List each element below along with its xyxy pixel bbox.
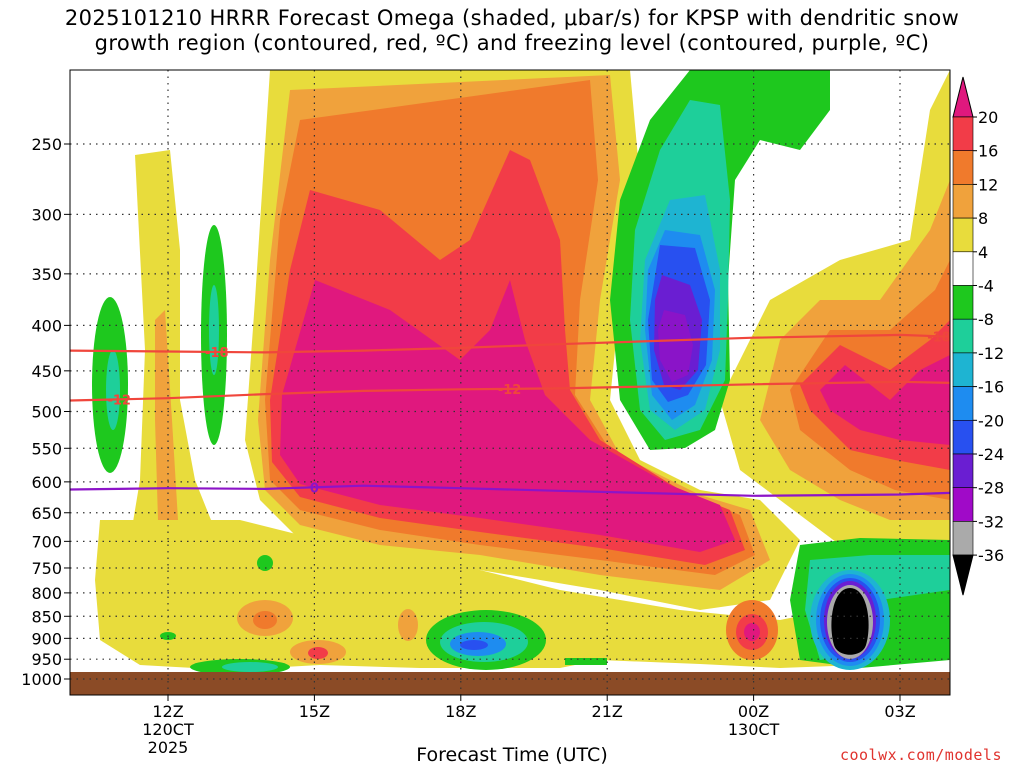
omega-neg-02z-36	[831, 588, 869, 655]
y-tick-label: 450	[31, 362, 62, 381]
y-tick-label: 850	[31, 607, 62, 626]
y-tick-label: 250	[31, 135, 62, 154]
omega-left-plume	[120, 150, 230, 640]
colorbar-tick-label: -20	[978, 411, 1004, 430]
colorbar-tick-label: -16	[978, 378, 1004, 397]
omega-right-plume-20	[820, 355, 950, 445]
omega-neg-small-4	[222, 662, 278, 672]
omega-neg-18z-p	[460, 640, 488, 650]
colorbar-tick-label: 20	[978, 108, 998, 127]
title-line-1: 2025101210 HRRR Forecast Omega (shaded, …	[64, 6, 960, 30]
omega-neg-28-core	[658, 310, 693, 382]
x-tick-label: 12Z	[152, 702, 183, 721]
colorbar-segment	[952, 487, 974, 522]
contour-line	[70, 333, 950, 354]
contour-label: -18	[927, 330, 951, 345]
colorbar-tick-label: -28	[978, 479, 1004, 498]
colorbar-bottom-arrow	[952, 554, 974, 596]
colorbar: 20 16 12 8 4 -4 -8 -12 -16 -20 -24 -28 -32 -36	[952, 76, 1004, 596]
omega-blob-00z-m	[744, 623, 760, 641]
colorbar-segment	[952, 352, 974, 387]
contours: -18 -18 -12 -12 0	[70, 330, 951, 497]
colorbar-tick-label: 12	[978, 175, 998, 194]
colorbar-segment	[952, 116, 974, 152]
y-tick-label: 700	[31, 532, 62, 551]
plot-frame	[69, 69, 951, 696]
contour-label: -12	[107, 393, 131, 408]
colorbar-tick-label: -4	[978, 277, 994, 296]
y-tick-label: 950	[31, 650, 62, 669]
y-tick-label: 400	[31, 316, 62, 335]
x-tick-date: 130CT	[728, 720, 780, 739]
colorbar-tick-label: 8	[978, 209, 988, 228]
contour-line	[70, 380, 950, 402]
x-tick-label: 03Z	[884, 702, 915, 721]
y-tick-label: 550	[31, 439, 62, 458]
y-tick-label: 800	[31, 584, 62, 603]
y-tick-label: 1000	[21, 670, 62, 689]
colorbar-tick-label: 16	[978, 142, 998, 161]
x-tick-year: 2025	[148, 738, 189, 757]
colorbar-segment	[952, 386, 974, 421]
y-tick-label: 900	[31, 629, 62, 648]
omega-neg-left-c	[106, 350, 120, 430]
colorbar-segment	[952, 521, 974, 556]
colorbar-top-arrow	[952, 76, 974, 118]
colorbar-tick-label: -12	[978, 344, 1004, 363]
colorbar-tick-label: -24	[978, 445, 1004, 464]
y-tick-label: 750	[31, 559, 62, 578]
x-tick-label: 21Z	[592, 702, 623, 721]
omega-low-band	[95, 520, 860, 670]
y-tick-label: 600	[31, 473, 62, 492]
omega-neg-small-5	[565, 658, 607, 665]
colorbar-tick-label: -32	[978, 512, 1004, 531]
omega-neg-13z-c	[209, 285, 219, 375]
y-tick-label: 500	[31, 403, 62, 422]
x-tick-label: 18Z	[445, 702, 476, 721]
omega-neg-small-2	[257, 555, 273, 571]
x-tick-date: 120CT	[142, 720, 194, 739]
x-tick-label: 00Z	[738, 702, 769, 721]
contour-label: -18	[205, 346, 229, 361]
colorbar-segment	[952, 419, 974, 455]
contour-label: 0	[310, 481, 319, 496]
chart-title: 2025101210 HRRR Forecast Omega (shaded, …	[0, 6, 1024, 56]
colorbar-segment	[952, 217, 974, 253]
colorbar-segment	[952, 251, 974, 286]
terrain-below-ground	[70, 672, 950, 695]
omega-plume-20	[280, 280, 735, 552]
x-tick-label: 15Z	[299, 702, 330, 721]
colorbar-segment	[952, 453, 974, 489]
footer-credit: coolwx.com/models	[839, 746, 1002, 764]
colorbar-tick-label: -36	[978, 546, 1004, 565]
y-axis: 250 300 350 400 450 500 550 600 650 700 750 800 850 9…	[21, 135, 70, 689]
colorbar-tick-label: 4	[978, 243, 988, 262]
colorbar-segment	[952, 318, 974, 354]
x-axis-title: Forecast Time (UTC)	[416, 744, 608, 766]
omega-blob-15z-r	[253, 611, 277, 629]
y-tick-label: 350	[31, 265, 62, 284]
colorbar-segment	[952, 150, 974, 185]
title-line-2: growth region (contoured, red, ºC) and f…	[94, 31, 930, 55]
y-tick-label: 300	[31, 205, 62, 224]
colorbar-segment	[952, 184, 974, 219]
colorbar-tick-label: -8	[978, 310, 994, 329]
omega-shading	[70, 70, 950, 695]
y-tick-label: 650	[31, 504, 62, 523]
omega-blob-17z	[398, 609, 418, 641]
colorbar-segment	[952, 285, 974, 320]
omega-left-plume-8	[155, 310, 178, 560]
omega-blob-16z-r	[308, 647, 328, 659]
contour-line	[70, 484, 950, 497]
contour-label: -12	[498, 383, 522, 398]
